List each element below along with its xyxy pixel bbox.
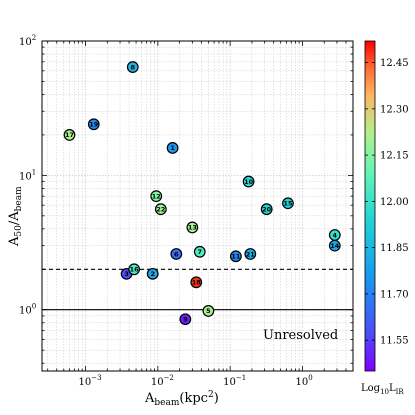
colorbar-tick-label: 12.15 <box>380 151 409 162</box>
colorbar-title: Log10LIR <box>361 383 404 396</box>
point-marker <box>282 197 294 210</box>
data-point: 16 <box>128 263 141 276</box>
x-tick-label: 10−2 <box>151 374 174 388</box>
data-point: 17 <box>63 129 76 141</box>
point-label: 3 <box>124 270 129 278</box>
point-marker <box>179 313 192 326</box>
data-point: 13 <box>186 221 199 234</box>
point-marker <box>128 263 141 276</box>
point-label: 18 <box>192 279 202 287</box>
colorbar-ticks: 11.55 11.70 11.85 12.00 12.15 12.30 12.45 <box>365 58 409 347</box>
point-marker <box>202 305 215 317</box>
point-marker <box>193 245 206 258</box>
data-point: 5 <box>202 305 215 317</box>
data-point: 10 <box>242 175 255 188</box>
point-marker <box>154 203 167 216</box>
point-label: 1 <box>170 144 175 152</box>
y-axis-title: A50/Abeam <box>7 186 24 247</box>
x-tick-label: 100 <box>295 374 312 388</box>
point-label: 8 <box>131 63 136 71</box>
point-label: 12 <box>152 192 161 200</box>
colorbar <box>364 40 376 372</box>
point-label: 6 <box>174 250 179 258</box>
data-point: 22 <box>154 203 167 216</box>
plot-frame <box>41 40 354 372</box>
y-tick-label: 102 <box>19 34 36 48</box>
data-point: 8 <box>126 61 139 73</box>
point-label: 19 <box>89 121 99 129</box>
data-point: 6 <box>170 248 183 260</box>
point-marker <box>87 118 100 131</box>
point-label: 13 <box>188 224 197 232</box>
data-point: 9 <box>179 313 192 326</box>
point-marker <box>150 190 163 203</box>
point-label: 20 <box>262 206 272 214</box>
point-label: 10 <box>244 178 254 186</box>
x-tick-label: 10−1 <box>223 374 246 388</box>
data-point: 11 <box>229 250 242 263</box>
y-tick-label: 101 <box>19 168 36 182</box>
point-label: 9 <box>183 316 188 324</box>
data-point: 2 <box>146 267 159 280</box>
point-label: 14 <box>330 242 340 250</box>
point-marker <box>190 276 203 289</box>
colorbar-tick-label: 12.00 <box>380 197 409 208</box>
data-point: 20 <box>260 203 273 216</box>
colorbar-tick-label: 11.70 <box>380 289 409 300</box>
point-marker <box>328 239 341 252</box>
point-marker <box>166 142 179 154</box>
data-point: 15 <box>282 197 294 210</box>
point-marker <box>186 221 199 234</box>
point-marker <box>146 267 159 280</box>
point-label: 11 <box>231 253 241 261</box>
unresolved-annotation: Unresolved <box>263 328 338 343</box>
point-label: 21 <box>246 250 256 258</box>
point-label: 2 <box>150 270 155 278</box>
colorbar-tick-label: 12.30 <box>380 104 409 115</box>
point-label: 4 <box>333 231 338 239</box>
grid <box>42 40 354 371</box>
y-tick-label: 100 <box>19 303 36 317</box>
point-marker <box>229 250 242 263</box>
data-point: 4 <box>328 229 341 241</box>
point-marker <box>244 248 257 260</box>
data-point: 1 <box>166 142 179 154</box>
point-marker <box>260 203 273 216</box>
point-label: 7 <box>197 248 202 256</box>
data-point: 19 <box>87 118 100 131</box>
colorbar-tick-label: 11.55 <box>380 336 409 347</box>
point-label: 15 <box>283 200 293 208</box>
point-marker <box>170 248 183 260</box>
data-point: 21 <box>244 248 257 260</box>
colorbar-tick-label: 12.45 <box>380 58 409 69</box>
data-point: 12 <box>150 190 163 203</box>
data-point: 14 <box>328 239 341 252</box>
data-point: 18 <box>190 276 203 289</box>
point-label: 22 <box>156 206 165 214</box>
threshold-lines <box>42 268 353 311</box>
point-marker <box>126 61 139 73</box>
point-label: 5 <box>206 307 211 315</box>
data-point: 7 <box>193 245 206 258</box>
point-label: 17 <box>65 131 74 139</box>
point-label: 16 <box>130 266 140 274</box>
x-tick-label: 10−3 <box>79 374 102 388</box>
point-marker <box>63 129 76 141</box>
x-axis-title: Abeam(kpc2) <box>144 390 219 408</box>
colorbar-tick-label: 11.85 <box>380 243 409 254</box>
point-marker <box>242 175 255 188</box>
